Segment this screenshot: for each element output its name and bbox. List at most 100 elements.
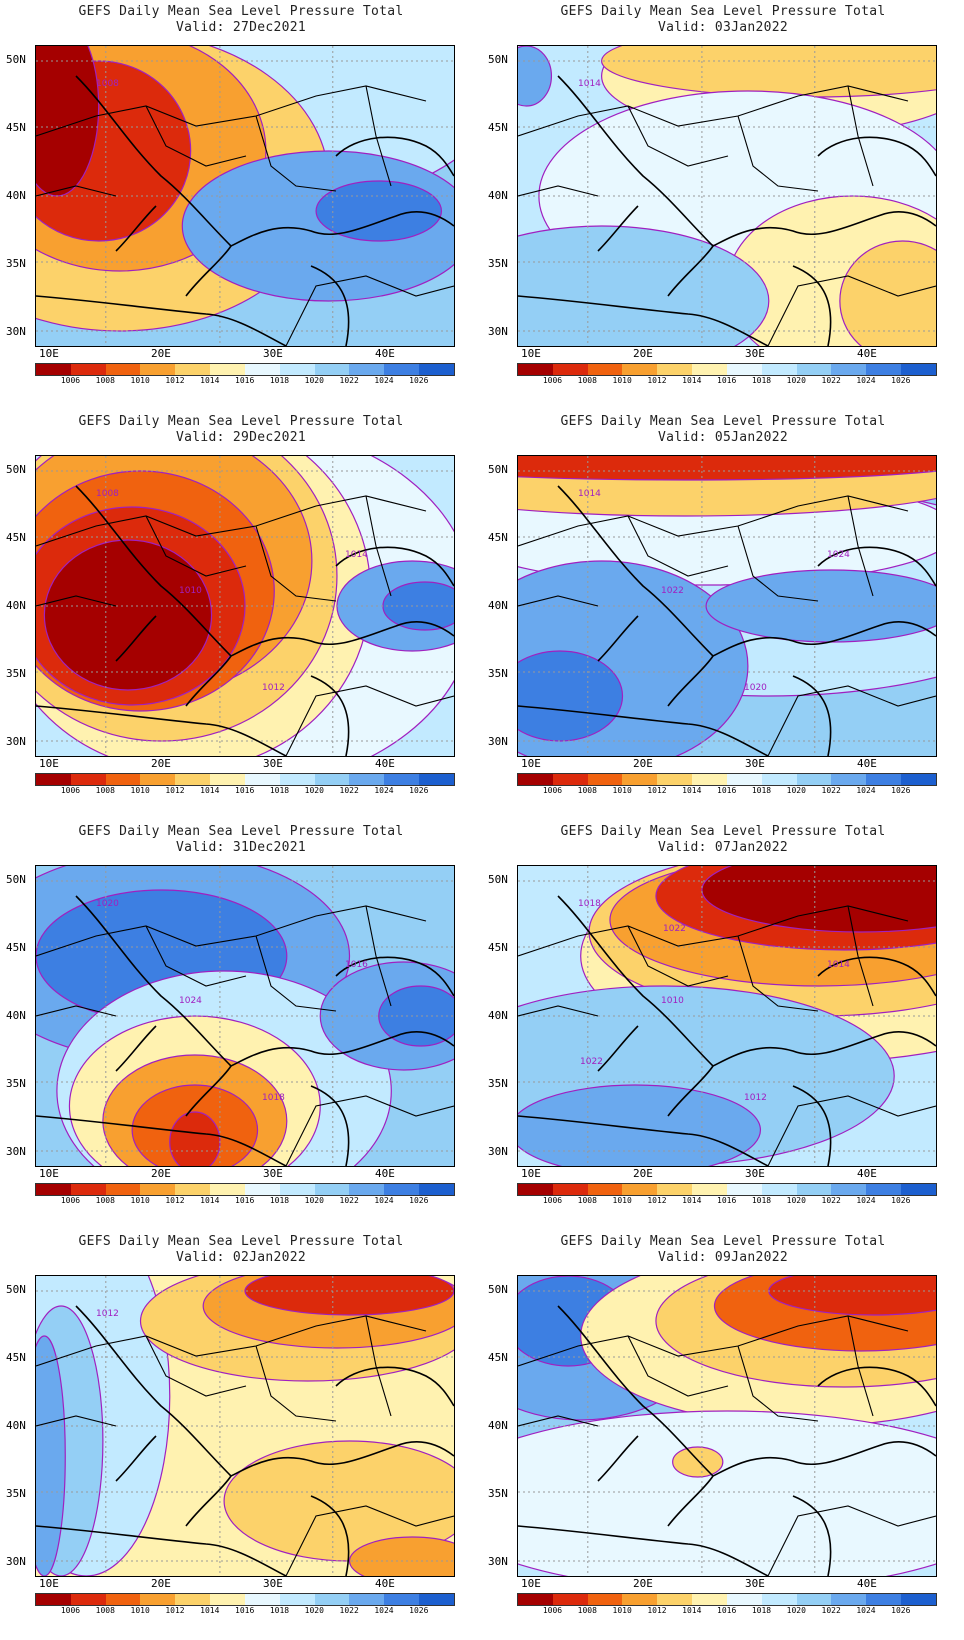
colorbar-level-label: 1006 — [60, 786, 81, 795]
coastline — [518, 1305, 936, 1576]
colorbar-swatch — [140, 364, 176, 375]
pressure-map: 1018 1010 1012 1014 1022 1022 — [517, 865, 937, 1167]
panel-title: GEFS Daily Mean Sea Level Pressure Total — [560, 824, 886, 839]
longitude-label: 30E — [745, 757, 765, 770]
colorbar-level-label: 1012 — [647, 1606, 667, 1615]
map-panel: GEFS Daily Mean Sea Level Pressure Total… — [0, 820, 482, 1230]
latitude-label: 50N — [488, 1283, 508, 1296]
longitude-label: 10E — [521, 1577, 541, 1590]
latitude-label: 30N — [6, 325, 26, 338]
latitude-label: 50N — [488, 873, 508, 886]
colorbar-swatch — [70, 364, 106, 375]
colorbar-level-label: 1016 — [717, 1606, 737, 1615]
colorbar-swatch — [384, 364, 420, 375]
latitude-label: 30N — [6, 735, 26, 748]
colorbar-level-label: 1008 — [95, 1606, 115, 1615]
colorbar-swatch — [36, 1184, 71, 1195]
panel-title: GEFS Daily Mean Sea Level Pressure Total — [560, 414, 886, 429]
isobar-label: 1010 — [661, 996, 684, 1006]
pressure-map: 1014 1022 1020 1024 — [517, 455, 937, 757]
coastline — [36, 1305, 454, 1576]
map-panel: GEFS Daily Mean Sea Level Pressure Total… — [0, 1230, 482, 1640]
colorbar-level-label: 1022 — [339, 376, 359, 385]
colorbar-level-label: 1010 — [130, 786, 150, 795]
colorbar-swatch — [210, 774, 245, 785]
longitude-label: 40E — [857, 347, 877, 360]
latitude-label: 35N — [6, 257, 26, 270]
colorbar-swatch — [552, 364, 588, 375]
colorbar-swatch — [622, 1184, 658, 1195]
colorbar-level-label: 1026 — [409, 376, 429, 385]
colorbar-swatch — [552, 774, 588, 785]
panel-title: GEFS Daily Mean Sea Level Pressure Total — [78, 824, 404, 839]
colorbar-level-label: 1018 — [751, 1196, 772, 1205]
colorbar-level-label: 1018 — [269, 1196, 290, 1205]
latitude-label: 45N — [488, 1351, 508, 1364]
colorbar-level-label: 1024 — [374, 376, 394, 385]
longitude-label: 40E — [857, 1577, 877, 1590]
longitude-label: 10E — [521, 757, 541, 770]
country-borders — [518, 905, 936, 1166]
longitude-label: 40E — [857, 1167, 877, 1180]
map-panel: GEFS Daily Mean Sea Level Pressure Total… — [482, 0, 964, 410]
colorbar-level-label: 1020 — [304, 1606, 324, 1615]
longitude-label: 30E — [263, 757, 283, 770]
colorbar-level-label: 1008 — [95, 376, 115, 385]
colorbar-swatch — [622, 774, 658, 785]
colorbar-swatch — [70, 1594, 106, 1605]
isobar-region — [348, 1536, 454, 1576]
colorbar-swatch — [866, 364, 902, 375]
latitude-label: 30N — [6, 1145, 26, 1158]
colorbar-level-label: 1016 — [717, 786, 737, 795]
colorbar-level-label: 1010 — [612, 1606, 632, 1615]
panel-title: GEFS Daily Mean Sea Level Pressure Total — [78, 4, 404, 19]
isobar-label: 1012 — [262, 683, 285, 693]
colorbar-level-label: 1008 — [577, 786, 597, 795]
longitude-label: 20E — [633, 1577, 653, 1590]
longitude-label: 40E — [375, 757, 395, 770]
colorbar-swatch — [692, 364, 727, 375]
colorbar-swatch — [831, 774, 867, 785]
isobar-region — [315, 180, 443, 242]
colorbar-level-label: 1012 — [647, 1196, 667, 1205]
colorbar-swatch — [866, 774, 902, 785]
panel-valid-date: Valid: 29Dec2021 — [175, 430, 307, 445]
coastline — [518, 895, 936, 1166]
colorbar-level-label: 1020 — [786, 1196, 806, 1205]
pressure-field — [518, 1276, 936, 1576]
colorbar-swatch — [279, 364, 315, 375]
colorbar-level-label: 1020 — [786, 376, 806, 385]
country-borders — [36, 1315, 454, 1576]
colorbar-level-label: 1008 — [577, 1196, 597, 1205]
pressure-field: 1018 1010 1012 1014 1022 1022 — [518, 866, 936, 1166]
colorbar-level-label: 1020 — [304, 786, 324, 795]
colorbar-swatch — [314, 774, 350, 785]
colorbar-swatch — [587, 774, 623, 785]
colorbar-level-label: 1026 — [891, 786, 911, 795]
longitude-label: 40E — [375, 1167, 395, 1180]
colorbar-swatch — [105, 774, 141, 785]
colorbar-level-label: 1016 — [235, 786, 255, 795]
country-borders — [518, 495, 936, 756]
colorbar-swatch — [761, 364, 797, 375]
colorbar-level-label: 1016 — [717, 376, 737, 385]
colorbar-swatch — [726, 1594, 762, 1605]
colorbar — [517, 1593, 937, 1606]
colorbar-swatch — [210, 364, 245, 375]
latitude-label: 45N — [6, 531, 26, 544]
colorbar-swatch — [901, 1184, 936, 1195]
colorbar-level-label: 1006 — [60, 376, 81, 385]
colorbar-level-label: 1024 — [374, 1196, 394, 1205]
latitude-label: 40N — [488, 189, 508, 202]
colorbar-level-label: 1010 — [612, 376, 632, 385]
latitude-label: 40N — [6, 599, 26, 612]
colorbar-level-label: 1012 — [647, 376, 667, 385]
colorbar-swatch — [70, 1184, 106, 1195]
colorbar-level-label: 1026 — [409, 786, 429, 795]
colorbar-swatch — [314, 1594, 350, 1605]
latitude-label: 45N — [488, 531, 508, 544]
longitude-label: 10E — [39, 1167, 59, 1180]
colorbar-level-label: 1018 — [269, 376, 290, 385]
colorbar-swatch — [36, 774, 71, 785]
panel-valid-date: Valid: 07Jan2022 — [657, 840, 789, 855]
